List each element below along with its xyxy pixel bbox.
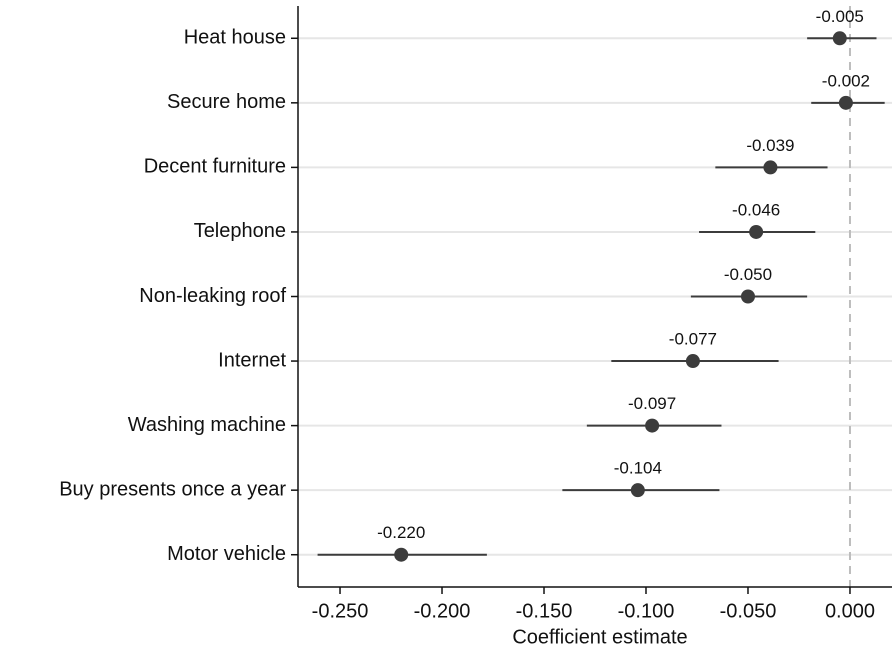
y-tick-label: Non-leaking roof (139, 285, 286, 307)
y-tick-label: Internet (218, 349, 286, 371)
y-tick-label: Telephone (194, 220, 286, 242)
value-label: -0.104 (614, 459, 662, 478)
value-label: -0.005 (816, 7, 864, 26)
x-tick-label: -0.200 (414, 600, 471, 622)
x-tick-label: -0.100 (618, 600, 675, 622)
point (838, 95, 853, 110)
point (630, 483, 645, 498)
point (740, 289, 755, 304)
value-label: -0.046 (732, 200, 780, 219)
x-tick-label: -0.050 (720, 600, 777, 622)
x-tick-label: -0.150 (516, 600, 573, 622)
value-label: -0.050 (724, 265, 772, 284)
y-tick-label: Secure home (167, 91, 286, 113)
point (763, 160, 778, 175)
y-tick-label: Washing machine (128, 414, 286, 436)
point (394, 547, 409, 562)
value-label: -0.097 (628, 394, 676, 413)
x-tick-label: 0.000 (825, 600, 875, 622)
value-label: -0.039 (746, 136, 794, 155)
point (749, 224, 764, 239)
y-tick-label: Motor vehicle (167, 543, 286, 565)
value-label: -0.002 (822, 71, 870, 90)
point (832, 31, 847, 46)
y-tick-label: Buy presents once a year (59, 478, 286, 500)
value-label: -0.220 (377, 523, 425, 542)
value-label: -0.077 (669, 330, 717, 349)
point (685, 354, 700, 369)
y-tick-label: Heat house (184, 27, 286, 49)
x-axis-title: Coefficient estimate (512, 626, 687, 648)
point (645, 418, 660, 433)
y-tick-label: Decent furniture (144, 156, 286, 178)
x-tick-label: -0.250 (312, 600, 369, 622)
